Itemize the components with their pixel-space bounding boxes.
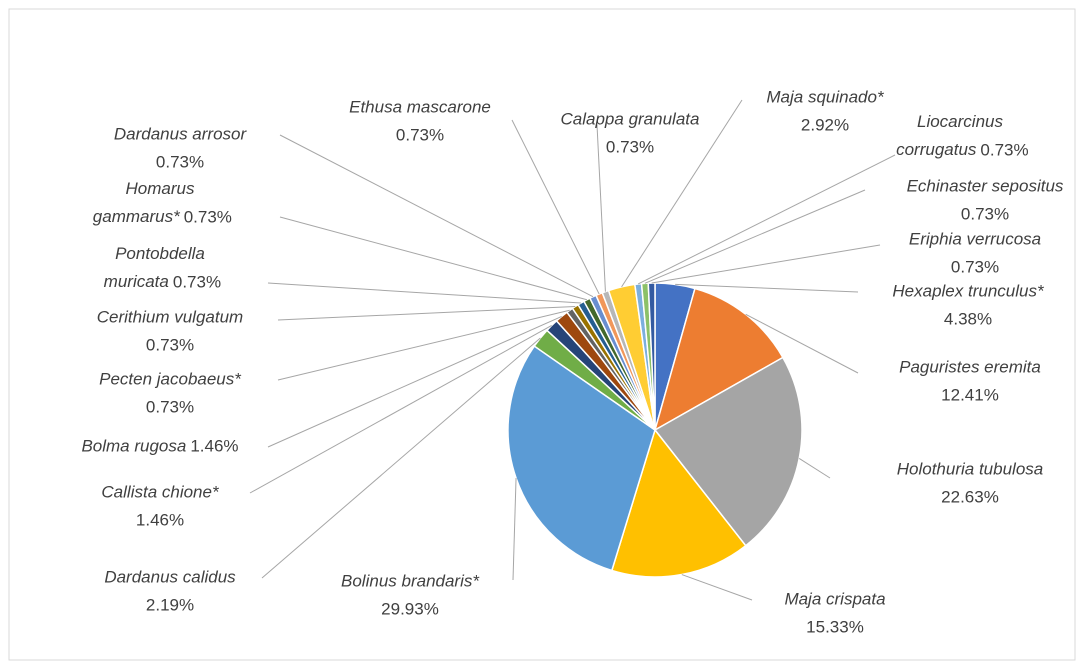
label-line: Homarus	[126, 179, 195, 198]
leader-line	[798, 458, 831, 479]
slice-label: Echinaster sepositus	[907, 176, 1064, 195]
value-label: 0.73%	[951, 257, 999, 276]
value-label: 0.73%	[980, 140, 1028, 159]
leader-line	[261, 337, 541, 579]
leader-line	[596, 124, 606, 292]
slice-label: Pontobdella muricata	[99, 244, 205, 291]
value-label: 2.19%	[146, 595, 194, 614]
slice-label: Dardanus calidus	[104, 567, 236, 586]
slice-label: Hexaplex trunculus*	[892, 281, 1045, 300]
pie-slice	[610, 428, 747, 578]
leader-line	[512, 477, 517, 581]
slice-label: Calappa granulata	[561, 109, 700, 128]
slice-label: Liocarcinus corrugatus	[891, 112, 1003, 159]
value-label: 15.33%	[806, 617, 864, 636]
label-line: muricata	[99, 272, 169, 291]
value-label: 0.73%	[396, 125, 444, 144]
label-line: Pontobdella	[115, 244, 205, 263]
slice-label: Homarus gammarus*	[88, 179, 195, 226]
value-label: 22.63%	[941, 487, 999, 506]
value-label: 1.46%	[136, 510, 184, 529]
label-line: gammarus*	[88, 207, 181, 226]
slice-label: Ethusa mascarone	[349, 97, 491, 116]
leader-line	[637, 154, 896, 285]
slice-label: Callista chione*	[101, 482, 220, 501]
slice-label: Maja squinado*	[766, 87, 885, 106]
value-label: 29.93%	[381, 599, 439, 618]
value-label: 0.73%	[961, 204, 1009, 223]
leader-line	[249, 325, 552, 494]
value-label: 12.41%	[941, 385, 999, 404]
value-label: 0.73%	[173, 272, 221, 291]
value-label: 0.73%	[146, 335, 194, 354]
slice-label: Bolinus brandaris*	[341, 571, 480, 590]
chart-frame	[8, 8, 1076, 661]
leader-line	[644, 189, 866, 284]
value-label: 2.92%	[801, 115, 849, 134]
leader-line	[511, 119, 600, 295]
slice-label: Paguristes eremita	[899, 357, 1041, 376]
slice-label: Eriphia verrucosa	[909, 229, 1041, 248]
slice-label: Dardanus arrosor	[114, 124, 248, 143]
slice-label: Maja crispata	[784, 589, 885, 608]
slice-label: Bolma rugosa	[81, 436, 186, 455]
slice-label: Cerithium vulgatum	[97, 307, 243, 326]
leader-line	[277, 309, 570, 381]
value-label: 0.73%	[146, 397, 194, 416]
leader-line	[681, 574, 753, 601]
leader-line	[277, 306, 576, 321]
leader-line	[675, 283, 859, 293]
slice-label: Pecten jacobaeus*	[99, 369, 242, 388]
slice-label: Holothuria tubulosa	[897, 459, 1043, 478]
leader-line	[621, 99, 743, 288]
label-line: corrugatus	[891, 140, 977, 159]
pie-slice	[653, 287, 784, 432]
value-label: 4.38%	[944, 309, 992, 328]
label-line: Liocarcinus	[917, 112, 1003, 131]
value-label: 0.73%	[184, 207, 232, 226]
value-label: 0.73%	[156, 152, 204, 171]
pie-slice	[653, 356, 803, 547]
leader-line	[651, 244, 881, 284]
leader-line	[267, 315, 562, 448]
pie-slice	[507, 345, 656, 572]
leader-line	[279, 134, 594, 298]
pie	[507, 282, 803, 578]
value-label: 0.73%	[606, 137, 654, 156]
leader-line	[745, 313, 859, 374]
value-label: 1.46%	[190, 436, 238, 455]
leader-line	[279, 216, 588, 301]
leader-line	[267, 282, 582, 304]
